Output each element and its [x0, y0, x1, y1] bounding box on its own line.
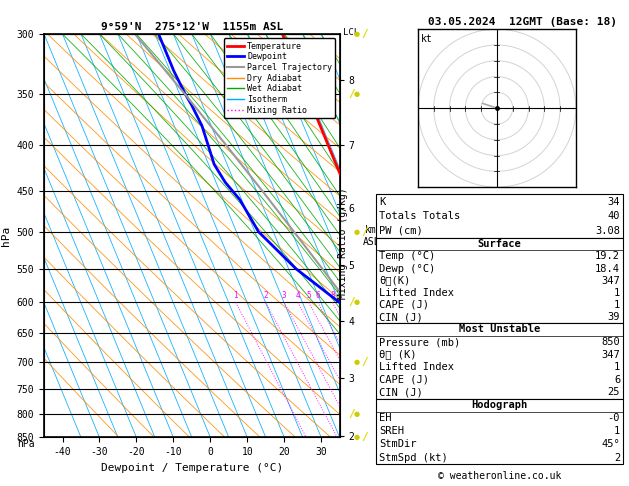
Text: © weatheronline.co.uk: © weatheronline.co.uk [438, 471, 562, 481]
Text: 03.05.2024  12GMT (Base: 18): 03.05.2024 12GMT (Base: 18) [428, 17, 616, 27]
Text: 1: 1 [614, 362, 620, 372]
Text: ●: ● [353, 359, 360, 365]
Text: /: / [349, 409, 355, 419]
Text: 2: 2 [264, 292, 268, 300]
Text: 347: 347 [601, 276, 620, 286]
Text: /: / [362, 227, 368, 237]
Text: 45°: 45° [601, 439, 620, 450]
X-axis label: Dewpoint / Temperature (°C): Dewpoint / Temperature (°C) [101, 463, 283, 473]
Text: Mixing Ratio (g/kg): Mixing Ratio (g/kg) [338, 187, 348, 299]
Text: Surface: Surface [478, 239, 521, 249]
Text: /: / [349, 89, 355, 99]
Text: -0: -0 [608, 413, 620, 423]
Text: 347: 347 [601, 349, 620, 360]
Y-axis label: hPa: hPa [1, 226, 11, 246]
Text: 40: 40 [608, 211, 620, 221]
Text: StmSpd (kt): StmSpd (kt) [379, 452, 448, 463]
Text: 1: 1 [614, 300, 620, 310]
Text: 19.2: 19.2 [595, 251, 620, 261]
Text: Hodograph: Hodograph [472, 400, 528, 410]
Text: SREH: SREH [379, 426, 404, 436]
Text: kt: kt [421, 34, 433, 44]
Text: Totals Totals: Totals Totals [379, 211, 460, 221]
Text: 4: 4 [296, 292, 300, 300]
Text: PW (cm): PW (cm) [379, 226, 423, 236]
Text: CIN (J): CIN (J) [379, 312, 423, 322]
Legend: Temperature, Dewpoint, Parcel Trajectory, Dry Adiabat, Wet Adiabat, Isotherm, Mi: Temperature, Dewpoint, Parcel Trajectory… [224, 38, 335, 118]
Y-axis label: km
ASL: km ASL [362, 225, 380, 246]
Text: 39: 39 [608, 312, 620, 322]
Text: Most Unstable: Most Unstable [459, 325, 540, 334]
Text: ●: ● [353, 434, 360, 440]
Text: θᴇ (K): θᴇ (K) [379, 349, 417, 360]
Text: Lifted Index: Lifted Index [379, 288, 454, 298]
Text: 3: 3 [282, 292, 287, 300]
Text: 850: 850 [601, 337, 620, 347]
Text: 8: 8 [330, 292, 335, 300]
Text: /: / [349, 297, 355, 308]
Text: StmDir: StmDir [379, 439, 417, 450]
Text: 34: 34 [608, 197, 620, 207]
Text: 25: 25 [608, 387, 620, 397]
Text: θᴇ(K): θᴇ(K) [379, 276, 411, 286]
Text: 18.4: 18.4 [595, 263, 620, 274]
Text: ●: ● [353, 299, 360, 306]
Text: 1: 1 [233, 292, 238, 300]
Text: 3.08: 3.08 [595, 226, 620, 236]
Text: Temp (°C): Temp (°C) [379, 251, 435, 261]
Text: 2: 2 [614, 452, 620, 463]
Text: 6: 6 [315, 292, 320, 300]
Text: CAPE (J): CAPE (J) [379, 375, 429, 385]
Text: 6: 6 [614, 375, 620, 385]
Text: 1: 1 [614, 426, 620, 436]
Text: K: K [379, 197, 386, 207]
Text: 5: 5 [306, 292, 311, 300]
Title: 9°59'N  275°12'W  1155m ASL: 9°59'N 275°12'W 1155m ASL [101, 22, 283, 32]
Text: /: / [362, 357, 368, 367]
Text: Pressure (mb): Pressure (mb) [379, 337, 460, 347]
Text: Dewp (°C): Dewp (°C) [379, 263, 435, 274]
Text: /: / [362, 29, 368, 39]
Text: 1: 1 [614, 288, 620, 298]
Text: /: / [362, 433, 368, 442]
Text: ●: ● [353, 91, 360, 97]
Text: ●: ● [353, 229, 360, 235]
Text: LCL: LCL [343, 28, 359, 36]
Text: EH: EH [379, 413, 392, 423]
Text: ●: ● [353, 31, 360, 37]
Text: ●: ● [353, 411, 360, 417]
Text: hPa: hPa [18, 439, 35, 450]
Text: CIN (J): CIN (J) [379, 387, 423, 397]
Text: CAPE (J): CAPE (J) [379, 300, 429, 310]
Text: Lifted Index: Lifted Index [379, 362, 454, 372]
